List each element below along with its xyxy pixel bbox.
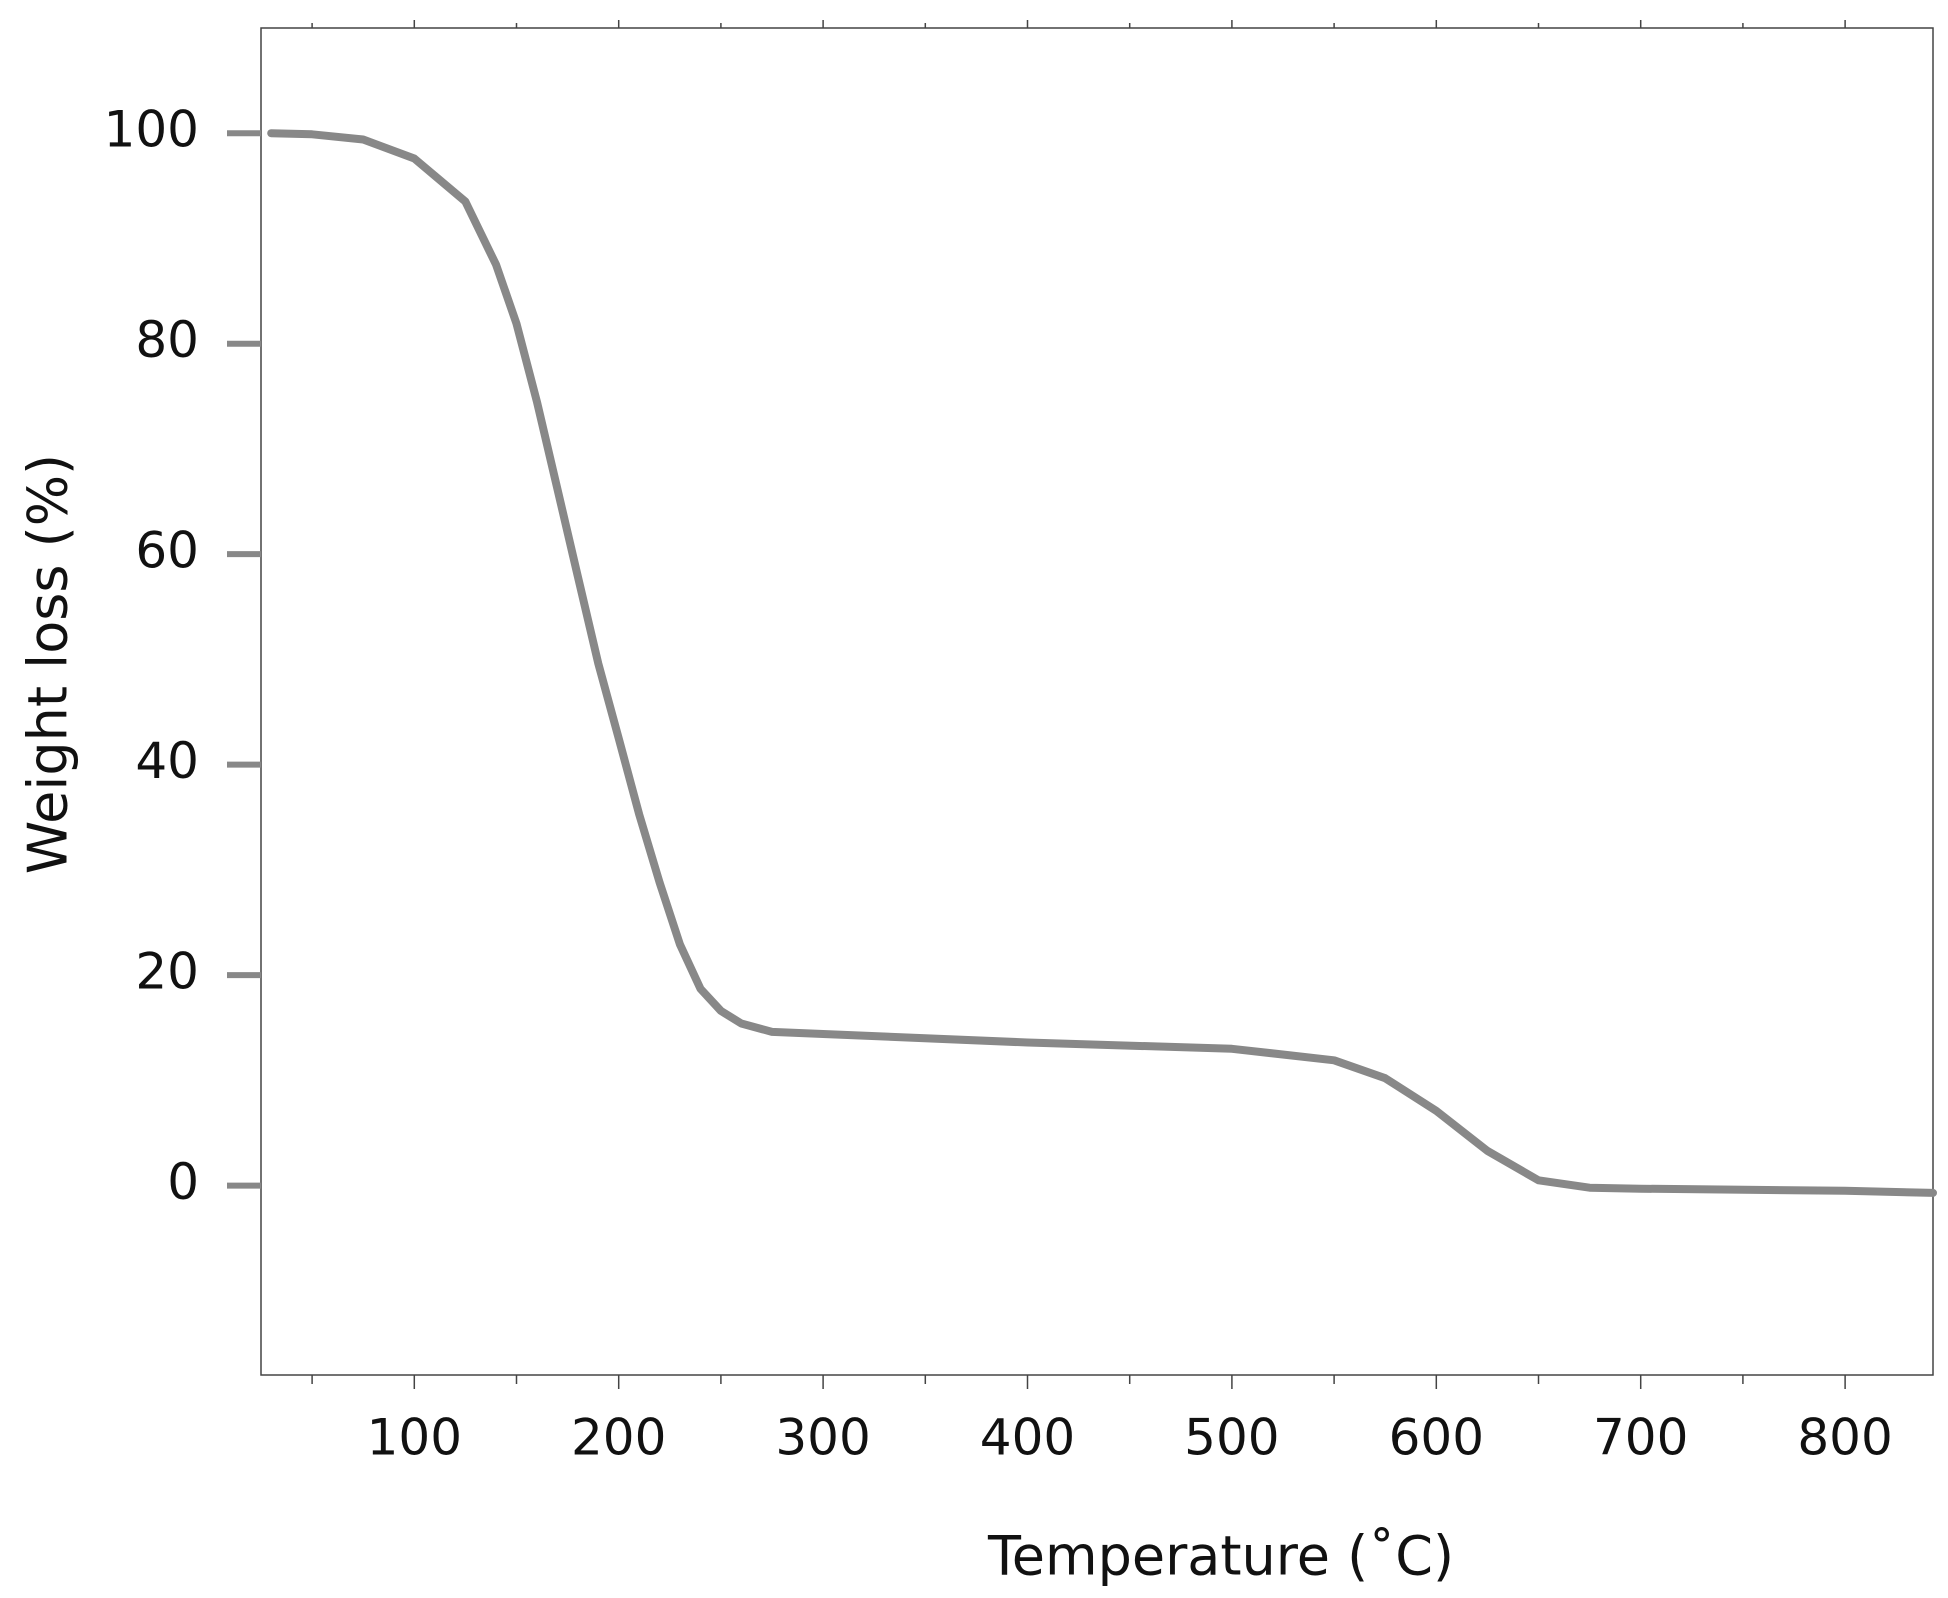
y-tick-label: 20 xyxy=(135,943,199,1001)
x-axis-label: Temperature (˚C) xyxy=(987,1525,1454,1588)
x-tick-label: 400 xyxy=(980,1409,1075,1467)
x-tick-label: 700 xyxy=(1593,1409,1688,1467)
y-tick-label: 0 xyxy=(167,1153,199,1211)
y-tick-label: 100 xyxy=(104,101,199,159)
y-axis-label: Weight loss (%) xyxy=(17,454,80,874)
x-tick-label: 200 xyxy=(571,1409,666,1467)
x-tick-label: 800 xyxy=(1797,1409,1892,1467)
x-tick-label: 500 xyxy=(1184,1409,1279,1467)
y-tick-label: 60 xyxy=(135,522,199,580)
y-tick-label: 80 xyxy=(135,311,199,369)
x-tick-label: 100 xyxy=(367,1409,462,1467)
x-tick-label: 300 xyxy=(775,1409,870,1467)
line-series xyxy=(267,129,1937,1197)
y-tick-label: 40 xyxy=(135,732,199,790)
plot-frame xyxy=(260,27,1934,1376)
x-tick-label: 600 xyxy=(1389,1409,1484,1467)
